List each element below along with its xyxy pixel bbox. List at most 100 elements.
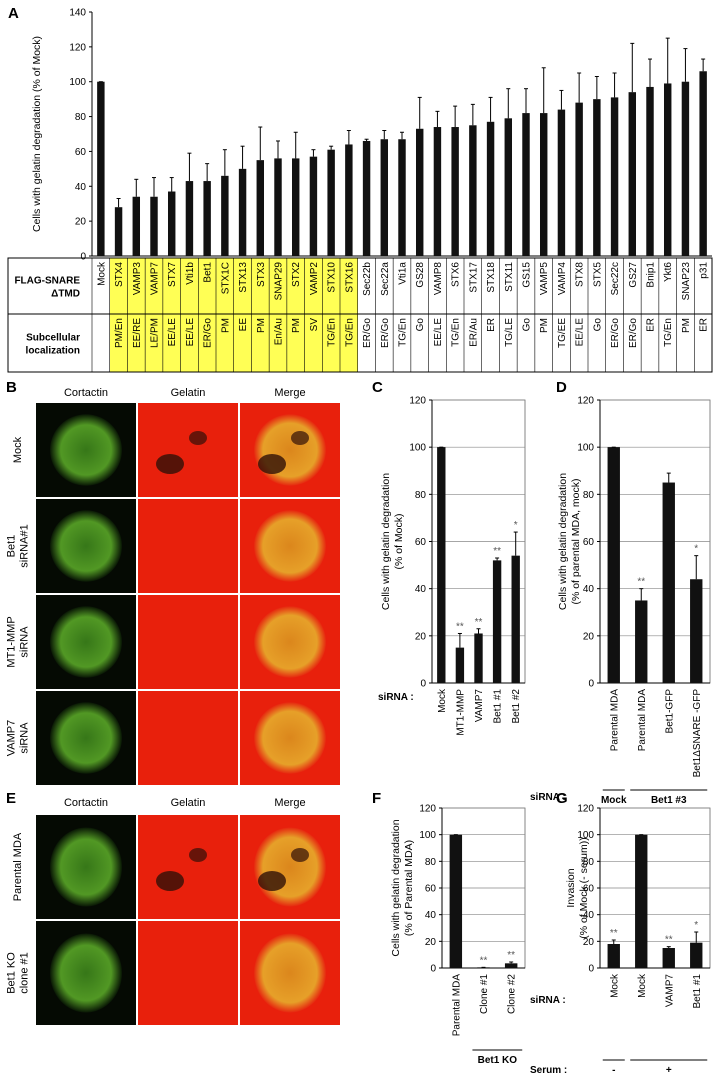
y-tick-label: 60 [425,884,437,895]
channel-label: Gelatin [171,387,206,399]
localization: SV [309,318,320,332]
bar [451,127,459,257]
cell [50,606,122,678]
degradation-spot [189,431,207,445]
cell [254,702,326,774]
bar [455,647,465,683]
snare-name: GS27 [628,262,639,288]
bar [469,125,477,257]
x-tick-label: Bet1 #2 [511,689,522,724]
table-header: localization [26,346,80,357]
localization: LE/PM [150,318,161,348]
row-label: MT1-MMP [6,616,18,667]
highlight-cell [109,258,128,372]
panel-label: E [6,790,16,807]
bar [345,144,353,256]
snare-name: VAMP3 [132,262,143,296]
y-tick-label: 0 [588,679,594,690]
localization: EE/LE [433,318,444,347]
cell [50,933,122,1013]
panel-label: F [372,790,381,807]
bar [690,942,703,968]
cell [254,827,326,907]
group-label: Bet1 #3 [651,795,687,806]
x-axis-label: siRNA : [378,692,414,703]
snare-name: Sec22b [362,262,373,296]
channel-label: Cortactin [64,387,108,399]
localization: ER [486,318,497,332]
highlight-cell [322,258,340,372]
bar [492,560,502,683]
snare-name: Sec22a [380,262,391,296]
localization: PM/En [114,318,125,348]
y-axis-label: Cells with gelatin degradation [380,473,392,610]
significance: ** [637,577,645,588]
bar [607,944,620,968]
y-tick-label: 120 [409,396,426,407]
row-label: siRNA [19,722,31,754]
y-axis-label: Cells with gelatin degradation (% of Moc… [31,36,43,232]
highlight-cell [198,258,216,372]
x-axis-label: siRNA : [530,792,566,803]
y-tick-label: 0 [80,252,86,263]
y-tick-label: 20 [75,217,87,228]
significance: ** [480,955,488,966]
x-tick-label: Clone #1 [479,974,490,1014]
localization: ER [699,318,710,332]
localization: PM [256,318,267,333]
localization: TG/LE [504,318,515,347]
y-tick-label: 40 [425,910,437,921]
group-label: Mock [601,795,627,806]
localization: ER/Go [610,318,621,348]
x-axis-label: siRNA : [530,995,566,1006]
bar [681,81,690,256]
bar [593,99,601,257]
localization: PM [681,318,692,333]
y-tick-label: 120 [69,42,86,53]
y-tick-label: 40 [75,182,87,193]
bar [114,207,123,256]
localization: ER/Go [380,318,391,348]
bar [504,118,513,256]
y-tick-label: 80 [583,490,595,501]
y-tick-label: 80 [583,857,595,868]
micrograph [138,815,238,919]
snare-name: STX18 [486,262,497,293]
snare-name: STX13 [238,262,249,293]
bar [575,102,583,256]
snare-name: Bnip1 [646,262,657,288]
cell [50,702,122,774]
y-axis-label: Invasion [565,868,577,907]
bar [415,128,424,256]
bar [327,149,335,256]
channel-label: Merge [274,387,305,399]
y-tick-label: 40 [583,910,595,921]
y-tick-label: 60 [583,537,595,548]
bar [511,555,520,683]
snare-name: Sec22c [610,262,621,295]
channel-label: Gelatin [171,797,206,809]
bar [398,139,406,256]
snare-name: Mock [96,261,107,286]
y-tick-label: 100 [577,830,594,841]
bar [474,633,483,683]
localization: ER/Go [203,318,214,348]
significance: * [514,520,518,531]
highlight-cell [216,258,234,372]
cell [50,510,122,582]
x-tick-label: VAMP7 [664,974,675,1008]
bar [238,168,247,256]
table-header: FLAG-SNARE [14,276,80,287]
y-tick-label: 20 [583,937,595,948]
snare-name: p31 [699,262,710,279]
snare-name: STX16 [344,262,355,293]
x-tick-label: MT1-MMP [455,689,466,736]
snare-name: GS15 [522,262,533,288]
bar [274,158,282,256]
x-tick-label: Bet1 #1 [493,689,504,724]
snare-name: STX4 [114,262,125,287]
row-label: Bet1 KO [6,952,18,994]
bar [362,140,371,256]
